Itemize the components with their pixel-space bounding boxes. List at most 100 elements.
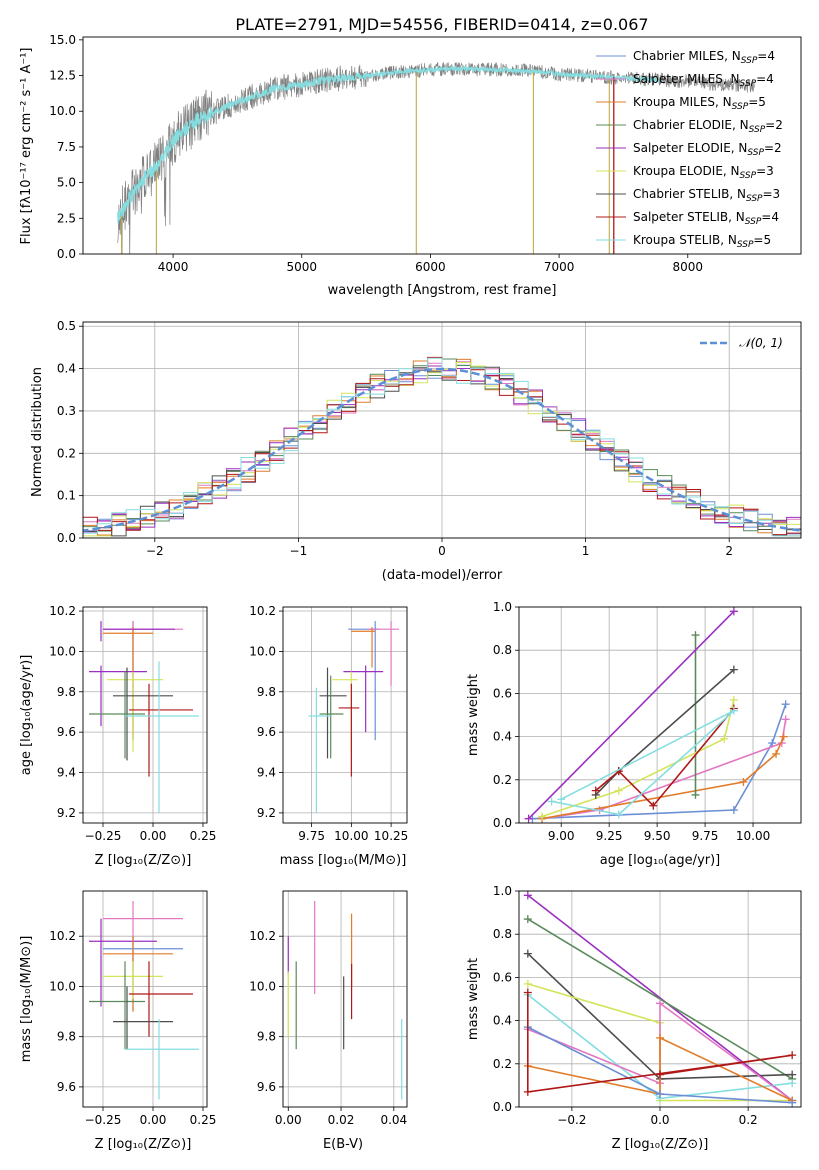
- axes-frame: [282, 890, 408, 1108]
- y-tick-label: 7.5: [57, 140, 76, 154]
- weight-point-marker: [538, 812, 547, 821]
- y-tick-label: 9.4: [57, 766, 76, 780]
- weight-series-line: [541, 736, 785, 820]
- legend-subscript: SSP: [747, 148, 764, 158]
- legend-count: =3: [763, 187, 781, 201]
- plot-body: [308, 621, 400, 813]
- x-tick-label: 0.00: [140, 1113, 167, 1127]
- y-tick-label: 0.2: [57, 446, 76, 460]
- weight-point-marker: [656, 1033, 664, 1042]
- x-tick-label: 0.00: [275, 1113, 302, 1127]
- legend-entry: Kroupa MILES, NSSP=5: [633, 95, 766, 112]
- legend-subscript: SSP: [741, 56, 758, 66]
- legend-entry: Chabrier MILES, NSSP=4: [633, 49, 775, 66]
- legend-count: =4: [761, 210, 779, 224]
- legend-subscript: SSP: [749, 125, 766, 135]
- y-tick-label: 15.0: [49, 33, 76, 47]
- axes-frame: [518, 606, 802, 824]
- legend-entry: Salpeter STELIB, NSSP=4: [633, 210, 779, 227]
- plot-body: [524, 607, 790, 823]
- x-tick-label: 10.00: [334, 829, 368, 843]
- y-tick-label: 0.2: [493, 1057, 512, 1071]
- weight-point-marker: [729, 665, 738, 674]
- y-tick-label: 0.6: [493, 970, 512, 984]
- y-tick-label: 9.8: [257, 685, 276, 699]
- legend-entry: Kroupa ELODIE, NSSP=3: [633, 164, 774, 181]
- x-tick-label: 7000: [544, 260, 575, 274]
- x-tick-label: 0.00: [140, 829, 167, 843]
- weight-point-marker: [656, 999, 664, 1008]
- axes-frame: [518, 890, 802, 1108]
- legend-subscript: SSP: [746, 194, 763, 204]
- weight-point-marker: [788, 1098, 797, 1107]
- x-tick-label: 10.25: [374, 829, 408, 843]
- weight-point-marker: [772, 749, 781, 758]
- y-tick-label: 0.6: [493, 686, 512, 700]
- y-tick-label: 9.6: [57, 1080, 76, 1094]
- weight-series-line: [541, 699, 735, 818]
- weight-vs-z-ylabel: mass weight: [466, 958, 481, 1040]
- weight-point-marker: [523, 1087, 532, 1096]
- plot-body: [89, 621, 199, 813]
- y-tick-label: 10.2: [49, 929, 76, 943]
- weight-series-line: [532, 703, 787, 820]
- weight-point-marker: [788, 1079, 797, 1088]
- y-tick-label: 1.0: [493, 600, 512, 614]
- legend-count: =5: [753, 233, 771, 247]
- legend-count: =5: [748, 95, 766, 109]
- x-tick-label: 6000: [415, 260, 446, 274]
- weight-point-marker: [739, 777, 748, 786]
- age-vs-z-xlabel: Z [log₁₀(Z/Z⊙)]: [95, 853, 192, 868]
- y-tick-label: 9.6: [57, 725, 76, 739]
- y-tick-label: 0.0: [57, 247, 76, 261]
- plot-body: [117, 61, 755, 254]
- weight-point-marker: [788, 1051, 797, 1060]
- age-vs-z-panel: −0.25 0.00 0.25 9.2 9.4 9.6 9.8 10.0 10.2: [49, 604, 216, 843]
- x-tick-label: −0.2: [557, 1113, 586, 1127]
- y-tick-label: 0.4: [493, 1014, 512, 1028]
- x-tick-label: 0: [438, 544, 446, 558]
- legend-subscript: SSP: [732, 102, 749, 112]
- x-tick-label: 0.02: [328, 1113, 355, 1127]
- x-tick-label: 0.04: [380, 1113, 407, 1127]
- y-tick-label: 10.0: [49, 104, 76, 118]
- weight-point-marker: [781, 715, 790, 724]
- spectrum-plot-area: 4000 5000 6000 7000 8000 0.0 2.5 5.0 7.5 10.0 12.5…: [49, 33, 802, 274]
- weight-point-marker: [691, 790, 700, 799]
- y-tick-label: 0.0: [57, 531, 76, 545]
- weight-point-marker: [557, 795, 566, 804]
- x-tick-label: 9.00: [548, 829, 575, 843]
- legend-subscript: SSP: [740, 79, 757, 89]
- x-tick-label: 8000: [672, 260, 703, 274]
- y-tick-label: 10.0: [249, 979, 276, 993]
- axes-frame: [282, 606, 408, 824]
- x-tick-label: 1: [582, 544, 590, 558]
- y-tick-label: 0.4: [57, 362, 76, 376]
- y-tick-label: 0.8: [493, 927, 512, 941]
- y-tick-label: 9.4: [257, 766, 276, 780]
- weight-point-marker: [729, 806, 738, 815]
- x-tick-label: 4000: [158, 260, 189, 274]
- y-tick-label: 0.3: [57, 404, 76, 418]
- mass-vs-z-panel: −0.25 0.00 0.25 9.6 9.8 10.0 10.2: [49, 890, 216, 1127]
- x-tick-label: −0.25: [85, 1113, 122, 1127]
- x-tick-label: 10.00: [736, 829, 770, 843]
- axes-frame: [82, 321, 802, 539]
- weight-point-marker: [729, 706, 738, 715]
- y-tick-label: 10.2: [249, 929, 276, 943]
- y-tick-label: 9.6: [257, 1080, 276, 1094]
- weight-series-line: [541, 719, 787, 820]
- y-tick-label: 2.5: [57, 211, 76, 225]
- legend-count: =4: [757, 49, 775, 63]
- y-tick-label: 5.0: [57, 176, 76, 190]
- x-tick-label: 0.0: [650, 1113, 669, 1127]
- spectrum-legend: Chabrier MILES, NSSP=4 Salpeter MILES, NS…: [596, 49, 783, 250]
- weight-point-marker: [781, 700, 790, 709]
- x-tick-label: −1: [290, 544, 308, 558]
- legend-entry: Chabrier STELIB, NSSP=3: [633, 187, 780, 204]
- weight-point-marker: [768, 739, 777, 748]
- weight-point-marker: [729, 695, 738, 704]
- residuals-xlabel: (data-model)/error: [382, 568, 503, 583]
- y-tick-label: 0.8: [493, 643, 512, 657]
